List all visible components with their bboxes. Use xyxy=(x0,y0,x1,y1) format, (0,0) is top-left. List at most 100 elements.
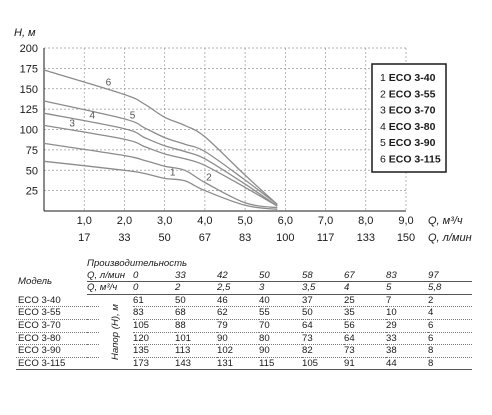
table-row: ECO 3-40 Напор (Н), м 61 50 46 40 37 25 7 2 xyxy=(16,294,473,371)
curve-4 xyxy=(43,112,278,207)
x-tick-label-lmin: 133 xyxy=(357,232,375,244)
head-value: 105 xyxy=(302,357,344,371)
chart-grid xyxy=(43,47,407,212)
head-value: 135 xyxy=(133,344,175,358)
legend-entry-3: 3 ECO 3-70 xyxy=(380,105,436,117)
q-lmin-value: 67 xyxy=(344,269,386,283)
x-tick-label-lmin: 83 xyxy=(239,232,251,244)
head-value: 50 xyxy=(175,294,217,308)
chart-labels: 2550751001251501752001,0172,0333,0504,06… xyxy=(20,43,416,244)
curve-6 xyxy=(43,69,278,205)
y-tick-label: 150 xyxy=(20,84,38,96)
y-tick-label: 175 xyxy=(20,63,38,75)
curve-label-6: 6 xyxy=(106,78,112,89)
head-value: 56 xyxy=(344,319,386,333)
q-lmin-value: 58 xyxy=(302,269,344,283)
q-lmin-value: 83 xyxy=(386,269,428,283)
head-value: 4 xyxy=(428,306,473,320)
x-tick-label: 2,0 xyxy=(117,215,132,227)
head-value: 79 xyxy=(217,319,259,333)
q-lmin-value: 0 xyxy=(133,269,175,283)
head-value: 64 xyxy=(344,332,386,346)
model-name: ECO 3-55 xyxy=(16,306,87,320)
y-tick-label: 75 xyxy=(26,145,38,157)
q-lmin-value: 42 xyxy=(217,269,259,283)
pump-performance-chart: 2550751001251501752001,0172,0333,0504,06… xyxy=(14,27,472,244)
curve-1 xyxy=(43,160,278,211)
model-name: ECO 3-90 xyxy=(16,344,87,358)
head-value: 90 xyxy=(259,344,302,358)
head-value: 73 xyxy=(344,344,386,358)
head-value: 6 xyxy=(428,319,473,333)
curve-label-3: 3 xyxy=(69,118,75,129)
head-value: 91 xyxy=(344,357,386,371)
x-tick-label: 1,0 xyxy=(77,215,92,227)
head-value: 173 xyxy=(133,357,175,371)
q-m3h-value: 3,5 xyxy=(302,281,344,295)
x-tick-label: 6,0 xyxy=(278,215,293,227)
model-name: ECO 3-115 xyxy=(16,357,87,371)
x-axis-title-lmin: Q, л/мин xyxy=(428,232,472,244)
head-value: 143 xyxy=(175,357,217,371)
x-tick-label-lmin: 100 xyxy=(276,232,294,244)
head-value: 37 xyxy=(302,294,344,308)
y-tick-label: 50 xyxy=(26,165,38,177)
legend-box xyxy=(371,63,447,173)
head-value: 115 xyxy=(259,357,302,371)
head-value: 61 xyxy=(133,294,175,308)
chart-legend: 1 ECO 3-40 2 ECO 3-55 3 ECO 3-70 4 ECO 3-80… xyxy=(371,63,447,173)
head-value: 2 xyxy=(428,294,473,308)
head-value: 90 xyxy=(217,332,259,346)
x-tick-label-lmin: 150 xyxy=(397,232,415,244)
table-spacer xyxy=(87,294,99,308)
head-value: 6 xyxy=(428,332,473,346)
table-row: ECO 3-90 135 113 102 90 82 73 38 8 xyxy=(16,344,473,358)
q-m3h-value: 5,8 xyxy=(428,281,473,295)
curve-label-5: 5 xyxy=(130,110,136,121)
head-value: 29 xyxy=(386,319,428,333)
x-tick-label-lmin: 50 xyxy=(159,232,171,244)
legend-entry-5: 5 ECO 3-90 xyxy=(380,137,436,149)
q-lmin-value: 97 xyxy=(428,269,473,283)
head-value: 70 xyxy=(259,319,302,333)
head-label: Напор (Н), м xyxy=(110,304,122,361)
q-m3h-value: 0 xyxy=(133,281,175,295)
head-value: 44 xyxy=(386,357,428,371)
curve-label-1: 1 xyxy=(170,167,176,178)
head-value: 88 xyxy=(175,319,217,333)
q-lmin-value: 33 xyxy=(175,269,217,283)
head-axis-cell: Напор (Н), м xyxy=(99,294,133,371)
model-name: ECO 3-80 xyxy=(16,332,87,346)
head-value: 50 xyxy=(302,306,344,320)
model-name: ECO 3-70 xyxy=(16,319,87,333)
table-row: ECO 3-80 120 101 90 80 73 64 33 6 xyxy=(16,332,473,346)
table-spacer xyxy=(87,344,99,358)
head-value: 35 xyxy=(344,306,386,320)
x-tick-label-lmin: 117 xyxy=(317,232,335,244)
head-value: 46 xyxy=(217,294,259,308)
curve-label-2: 2 xyxy=(206,173,212,184)
curve-5 xyxy=(43,100,278,206)
head-value: 64 xyxy=(302,319,344,333)
curve-2 xyxy=(43,142,278,209)
head-value: 8 xyxy=(428,344,473,358)
table-corner xyxy=(16,258,87,270)
q-lmin-value: 50 xyxy=(259,269,302,283)
table-spacer xyxy=(87,357,99,371)
head-value: 62 xyxy=(217,306,259,320)
head-value: 105 xyxy=(133,319,175,333)
q-m3h-value: 5 xyxy=(386,281,428,295)
head-value: 82 xyxy=(302,344,344,358)
q-m3h-value: 2,5 xyxy=(217,281,259,295)
legend-entry-4: 4 ECO 3-80 xyxy=(380,121,436,133)
perf-header: Производительность xyxy=(87,258,188,269)
head-value: 80 xyxy=(259,332,302,346)
x-tick-label: 8,0 xyxy=(358,215,373,227)
table-spacer xyxy=(87,319,99,333)
y-axis-title: H, м xyxy=(14,27,36,39)
head-value: 8 xyxy=(428,357,473,371)
head-value: 38 xyxy=(386,344,428,358)
table-spacer xyxy=(87,306,99,320)
performance-table: Производительность Модель Q, л/мин 0 33 42… xyxy=(16,258,473,371)
table-row: ECO 3-55 83 68 62 55 50 35 10 4 xyxy=(16,306,473,320)
